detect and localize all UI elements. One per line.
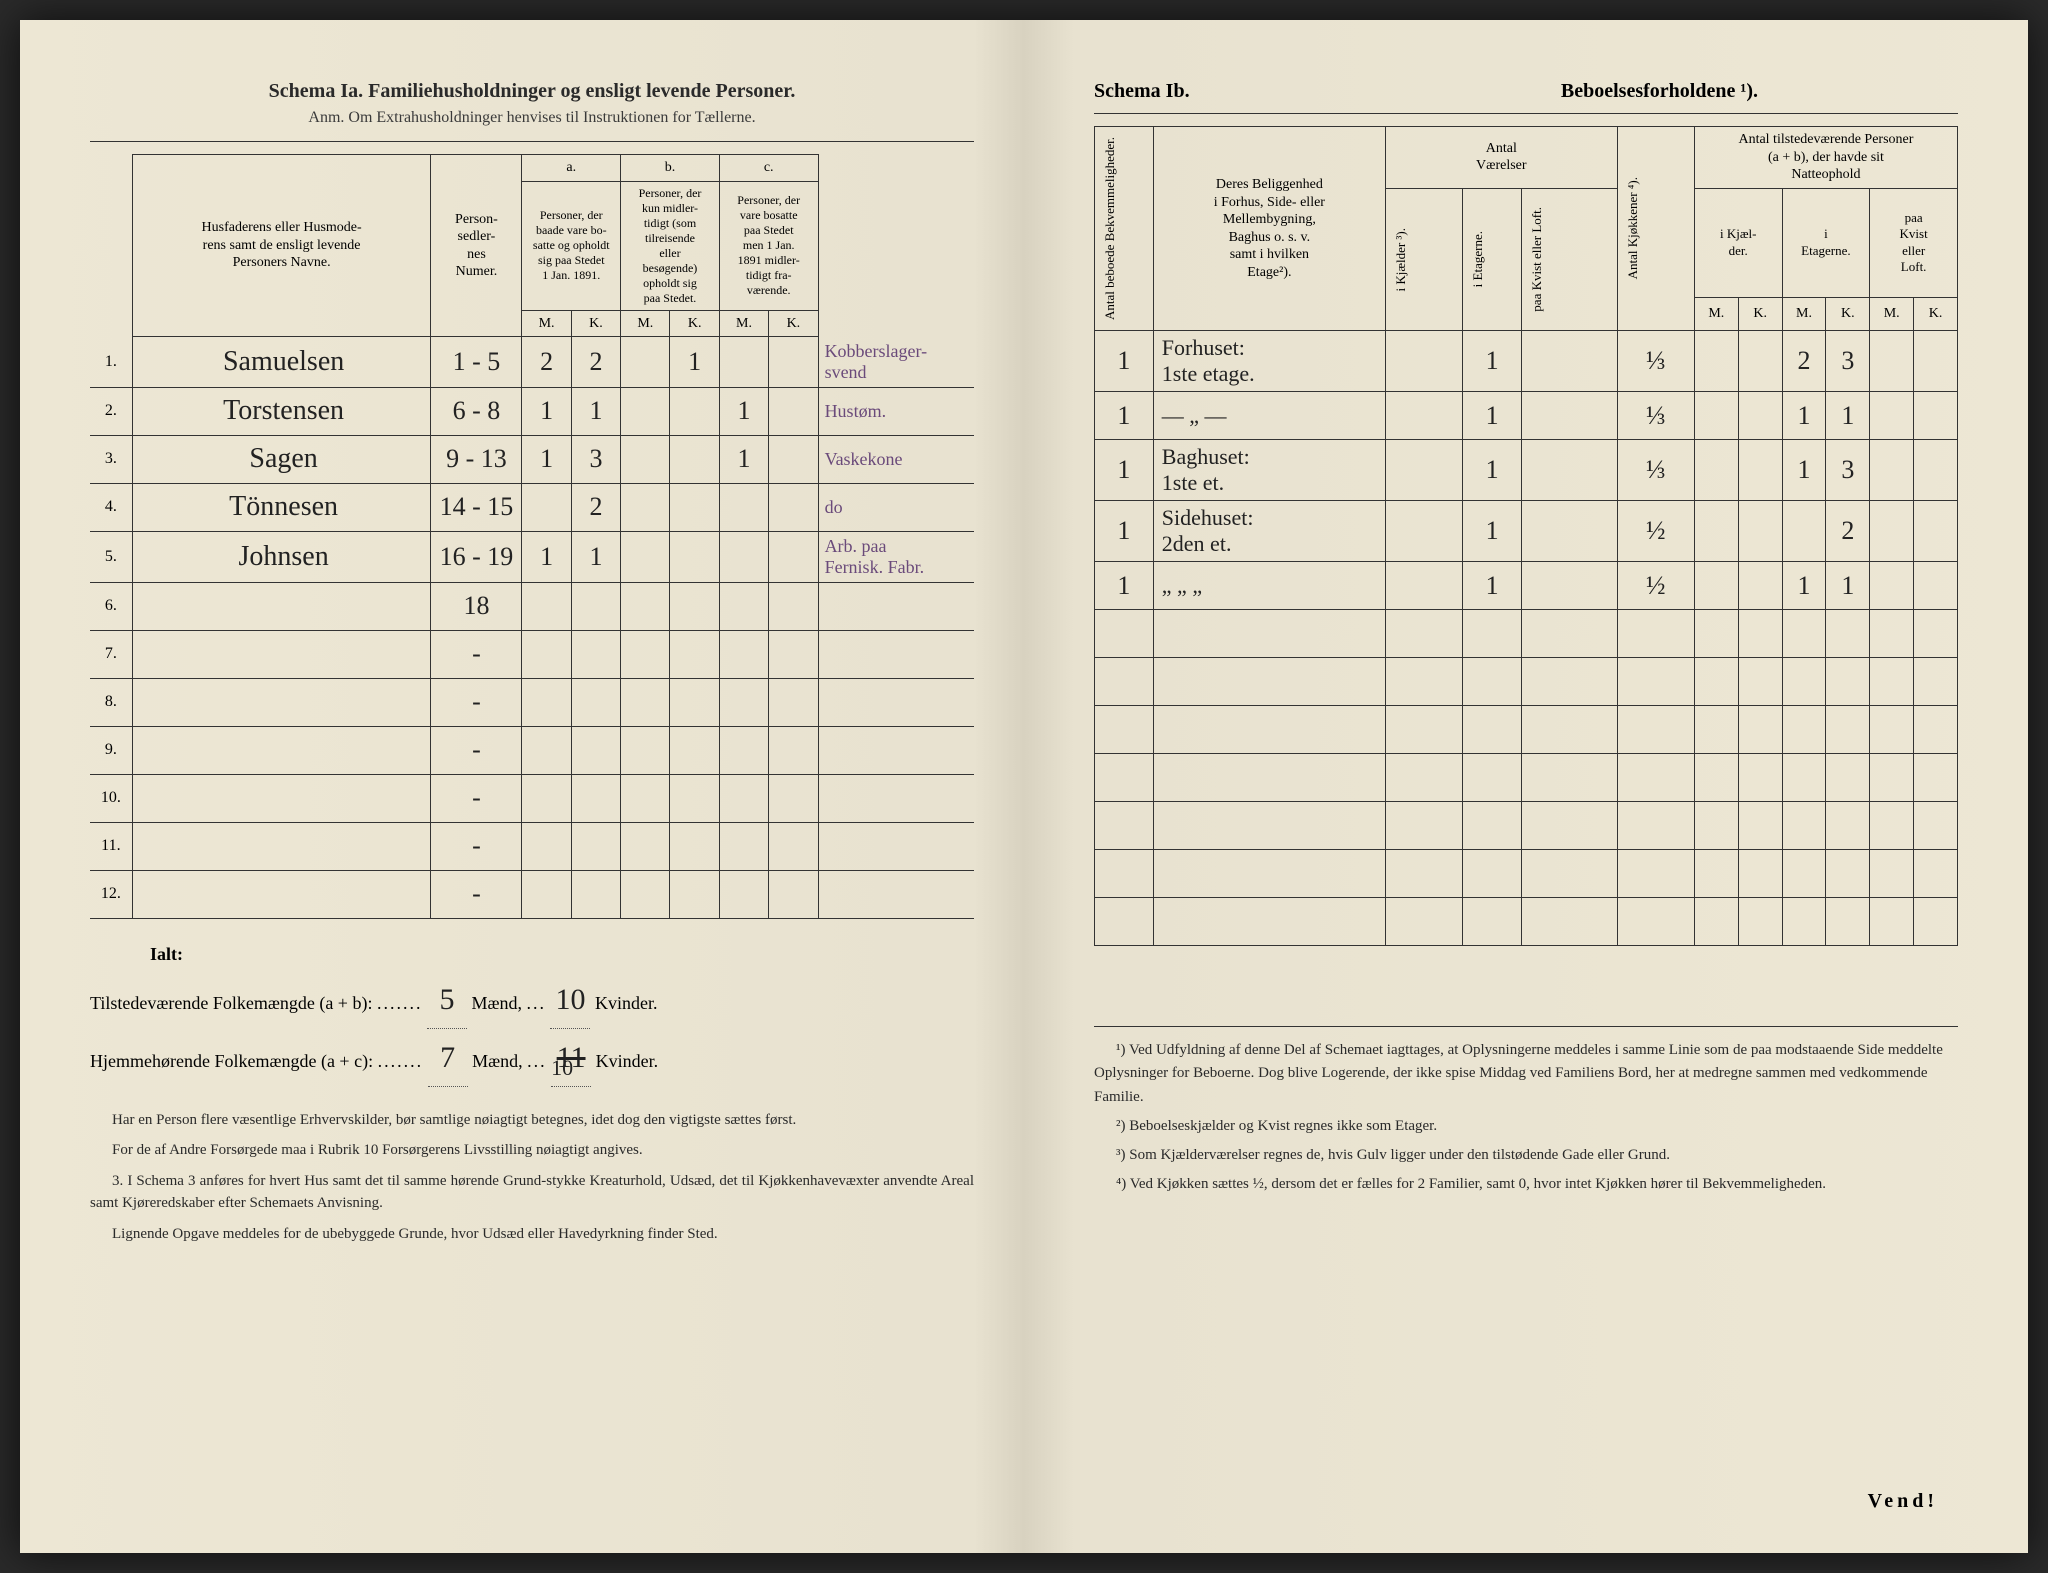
- tot1-m: 5: [427, 971, 467, 1029]
- schema-1b-label: Schema Ib.: [1094, 80, 1190, 103]
- divider: [90, 141, 974, 142]
- col-pers-head: Antal tilstedeværende Personer (a + b), …: [1694, 127, 1957, 189]
- table-row: [1095, 610, 1958, 658]
- ialt-label: Ialt:: [90, 937, 974, 971]
- col-belig: Deres Beliggenhed i Forhus, Side- eller …: [1153, 127, 1385, 331]
- col-b-head: b.: [621, 155, 720, 182]
- table-row: 1Sidehuset: 2den et.1½2: [1095, 501, 1958, 562]
- col-a-head: a.: [522, 155, 621, 182]
- col-a: Personer, der baade vare bo- satte og op…: [522, 181, 621, 310]
- table-row: [1095, 898, 1958, 946]
- tot2-m: 7: [428, 1029, 468, 1087]
- table-row: 1.Samuelsen1 - 5221Kobberslager- svend: [90, 337, 974, 388]
- table-row: 3.Sagen9 - 13131Vaskekone: [90, 435, 974, 483]
- col-c-head: c.: [719, 155, 818, 182]
- col-nums: Person- sedler- nes Numer.: [431, 155, 522, 337]
- totals-block: Ialt: Tilstedeværende Folkemængde (a + b…: [90, 937, 974, 1087]
- table-row: [1095, 706, 1958, 754]
- col-c: Personer, der vare bosatte paa Stedet me…: [719, 181, 818, 310]
- table-row: 11.-: [90, 822, 974, 870]
- table-row: 1— „ —1⅓11: [1095, 392, 1958, 440]
- table-row: 12.-: [90, 870, 974, 918]
- schema-1b-table: Antal beboede Bekvemmeligheder. Deres Be…: [1094, 126, 1958, 946]
- table-row: 10.-: [90, 774, 974, 822]
- right-page: Schema Ib. Beboelsesforholdene ¹). Antal…: [1024, 20, 2028, 1553]
- table-row: 1Baghuset: 1ste et.1⅓13: [1095, 440, 1958, 501]
- col-b: Personer, der kun midler- tidigt (som ti…: [621, 181, 720, 310]
- table-row: 5.Johnsen16 - 1911Arb. paa Fernisk. Fabr…: [90, 531, 974, 582]
- right-footnotes: ¹) Ved Udfyldning af denne Del af Schema…: [1094, 1026, 1958, 1197]
- col-antal-vaer: Antal Værelser: [1385, 127, 1617, 189]
- table-row: [1095, 754, 1958, 802]
- schema-1b-title: Beboelsesforholdene ¹).: [1561, 80, 1758, 103]
- table-row: 1Forhuset: 1ste etage.1⅓23: [1095, 331, 1958, 392]
- tot2-label: Hjemmehørende Folkemængde (a + c):: [90, 1051, 373, 1071]
- schema-1a-title: Schema Ia. Familiehusholdninger og ensli…: [90, 80, 974, 103]
- table-row: 9.-: [90, 726, 974, 774]
- left-footnotes: Har en Person flere væsentlige Erhvervsk…: [90, 1109, 974, 1246]
- tot1-k: 10: [550, 971, 590, 1029]
- table-row: [1095, 802, 1958, 850]
- table-row: 7.-: [90, 630, 974, 678]
- table-row: 2.Torstensen6 - 8111Hustøm.: [90, 387, 974, 435]
- col-names: Husfaderens eller Husmode- rens samt de …: [132, 155, 431, 337]
- divider: [1094, 113, 1958, 114]
- table-row: [1095, 850, 1958, 898]
- schema-1a-subtitle: Anm. Om Extrahusholdninger henvises til …: [90, 109, 974, 127]
- document-spread: Schema Ia. Familiehusholdninger og ensli…: [20, 20, 2028, 1553]
- col-kjok: Antal Kjøkkener ⁴).: [1617, 127, 1694, 331]
- table-row: 6.18: [90, 582, 974, 630]
- tot1-label: Tilstedeværende Folkemængde (a + b):: [90, 993, 372, 1013]
- table-row: 4.Tönnesen14 - 152do: [90, 483, 974, 531]
- tot2-k: 1110: [551, 1029, 591, 1087]
- left-page: Schema Ia. Familiehusholdninger og ensli…: [20, 20, 1024, 1553]
- vend-label: Vend!: [1868, 1490, 1938, 1513]
- table-row: 8.-: [90, 678, 974, 726]
- schema-1a-table: Husfaderens eller Husmode- rens samt de …: [90, 154, 974, 919]
- col-antal-bekv: Antal beboede Bekvemmeligheder.: [1095, 127, 1154, 331]
- table-row: [1095, 658, 1958, 706]
- table-row: 1„ „ „1½11: [1095, 562, 1958, 610]
